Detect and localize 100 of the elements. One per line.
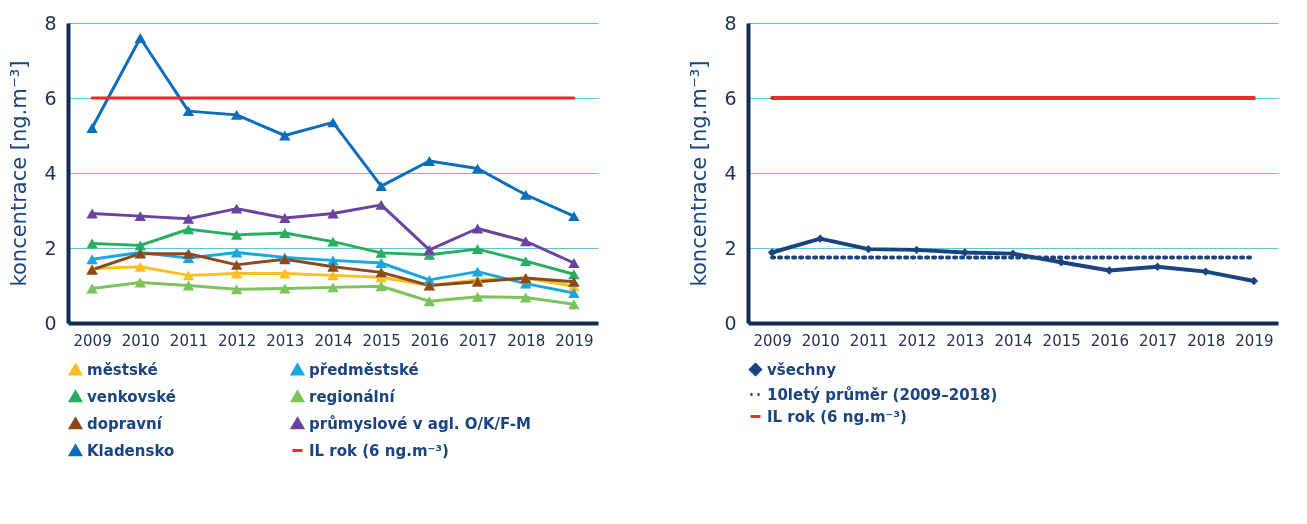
point (134, 277, 146, 288)
x-tick-label: 2011 (849, 331, 889, 350)
point (568, 288, 580, 298)
point (568, 276, 580, 287)
x-tick-label: 2017 (458, 331, 498, 350)
point (86, 123, 98, 133)
point (520, 236, 532, 247)
point (279, 283, 291, 294)
y-tick-label: 2 (724, 236, 737, 259)
x-tick-label: 2009 (73, 331, 112, 350)
point (327, 117, 339, 128)
point (230, 247, 243, 258)
legend-label: IL rok (6 ng.m⁻³) (309, 441, 449, 460)
point (423, 156, 436, 166)
point (86, 208, 98, 219)
point (182, 224, 195, 235)
y-tick-label: 4 (724, 161, 737, 184)
point (182, 280, 195, 291)
point (182, 248, 195, 259)
point (86, 283, 98, 294)
legend-label: všechny (767, 360, 837, 379)
point (86, 254, 98, 265)
x-tick-label: 2015 (1042, 331, 1081, 350)
y-tick-label: 0 (724, 311, 737, 334)
x-tick-label: 2014 (994, 331, 1033, 350)
x-tick-label: 2011 (169, 331, 209, 350)
y-tick-label: 6 (724, 86, 737, 109)
point (375, 247, 387, 258)
point (568, 211, 580, 222)
point (279, 228, 291, 238)
legend-label: venkovské (87, 387, 176, 406)
legend-label: městské (87, 360, 158, 379)
point (471, 244, 484, 255)
point (134, 240, 146, 251)
y-tick-label: 8 (44, 11, 57, 34)
legend-label: regionální (309, 387, 396, 406)
point (375, 281, 387, 292)
x-tick-label: 2013 (946, 331, 985, 350)
point (134, 211, 146, 222)
point (568, 258, 580, 268)
point (520, 256, 532, 267)
x-tick-label: 2019 (555, 331, 594, 350)
x-tick-label: 2010 (121, 331, 160, 350)
y-tick-label: 0 (44, 311, 57, 334)
point (375, 258, 387, 268)
point (767, 248, 777, 257)
legend-label: předměstské (309, 360, 419, 379)
point (279, 213, 291, 223)
point (230, 284, 243, 295)
point (1249, 276, 1259, 286)
legend-label: Kladensko (87, 441, 175, 460)
point (279, 268, 291, 279)
y-tick-label: 4 (44, 161, 57, 184)
point (471, 291, 484, 302)
point (279, 130, 291, 141)
point (327, 236, 339, 247)
point (230, 268, 243, 279)
legend-label: 10letý průměr (2009–2018) (767, 385, 998, 404)
y-tick-label: 2 (44, 236, 57, 259)
point (182, 213, 195, 224)
point (230, 259, 243, 270)
point (568, 299, 580, 310)
point (230, 229, 243, 240)
point (520, 292, 532, 303)
point (912, 245, 921, 255)
point (327, 261, 339, 272)
x-tick-label: 2017 (1138, 331, 1178, 350)
point (375, 181, 387, 192)
point (230, 203, 243, 214)
legend-label: IL rok (6 ng.m⁻³) (767, 407, 907, 426)
x-tick-label: 2010 (801, 331, 840, 350)
point (864, 244, 873, 254)
point (134, 33, 146, 43)
point (182, 106, 195, 117)
point (182, 270, 195, 281)
point (471, 223, 484, 234)
x-tick-label: 2012 (218, 331, 257, 350)
y-axis-title: koncentrace [ng.m⁻³] (687, 60, 712, 287)
x-tick-label: 2018 (1187, 331, 1226, 350)
x-tick-label: 2013 (266, 331, 305, 350)
y-tick-label: 8 (724, 11, 737, 34)
y-axis-title: koncentrace [ng.m⁻³] (7, 60, 32, 287)
x-tick-label: 2019 (1235, 331, 1274, 350)
point (816, 234, 825, 243)
point (471, 266, 484, 277)
point (423, 296, 436, 307)
x-tick-label: 2012 (898, 331, 937, 350)
point (375, 199, 387, 210)
point (86, 238, 98, 249)
x-tick-label: 2009 (753, 331, 792, 350)
point (327, 282, 339, 293)
point (423, 244, 436, 255)
point (327, 270, 339, 281)
x-tick-label: 2014 (314, 331, 353, 350)
point (471, 163, 484, 174)
y-tick-label: 6 (44, 86, 57, 109)
legend-label: průmyslové v agl. O/K/F-M (309, 414, 531, 433)
point (375, 267, 387, 278)
legend-label: dopravní (87, 414, 163, 433)
x-tick-label: 2015 (362, 331, 401, 350)
